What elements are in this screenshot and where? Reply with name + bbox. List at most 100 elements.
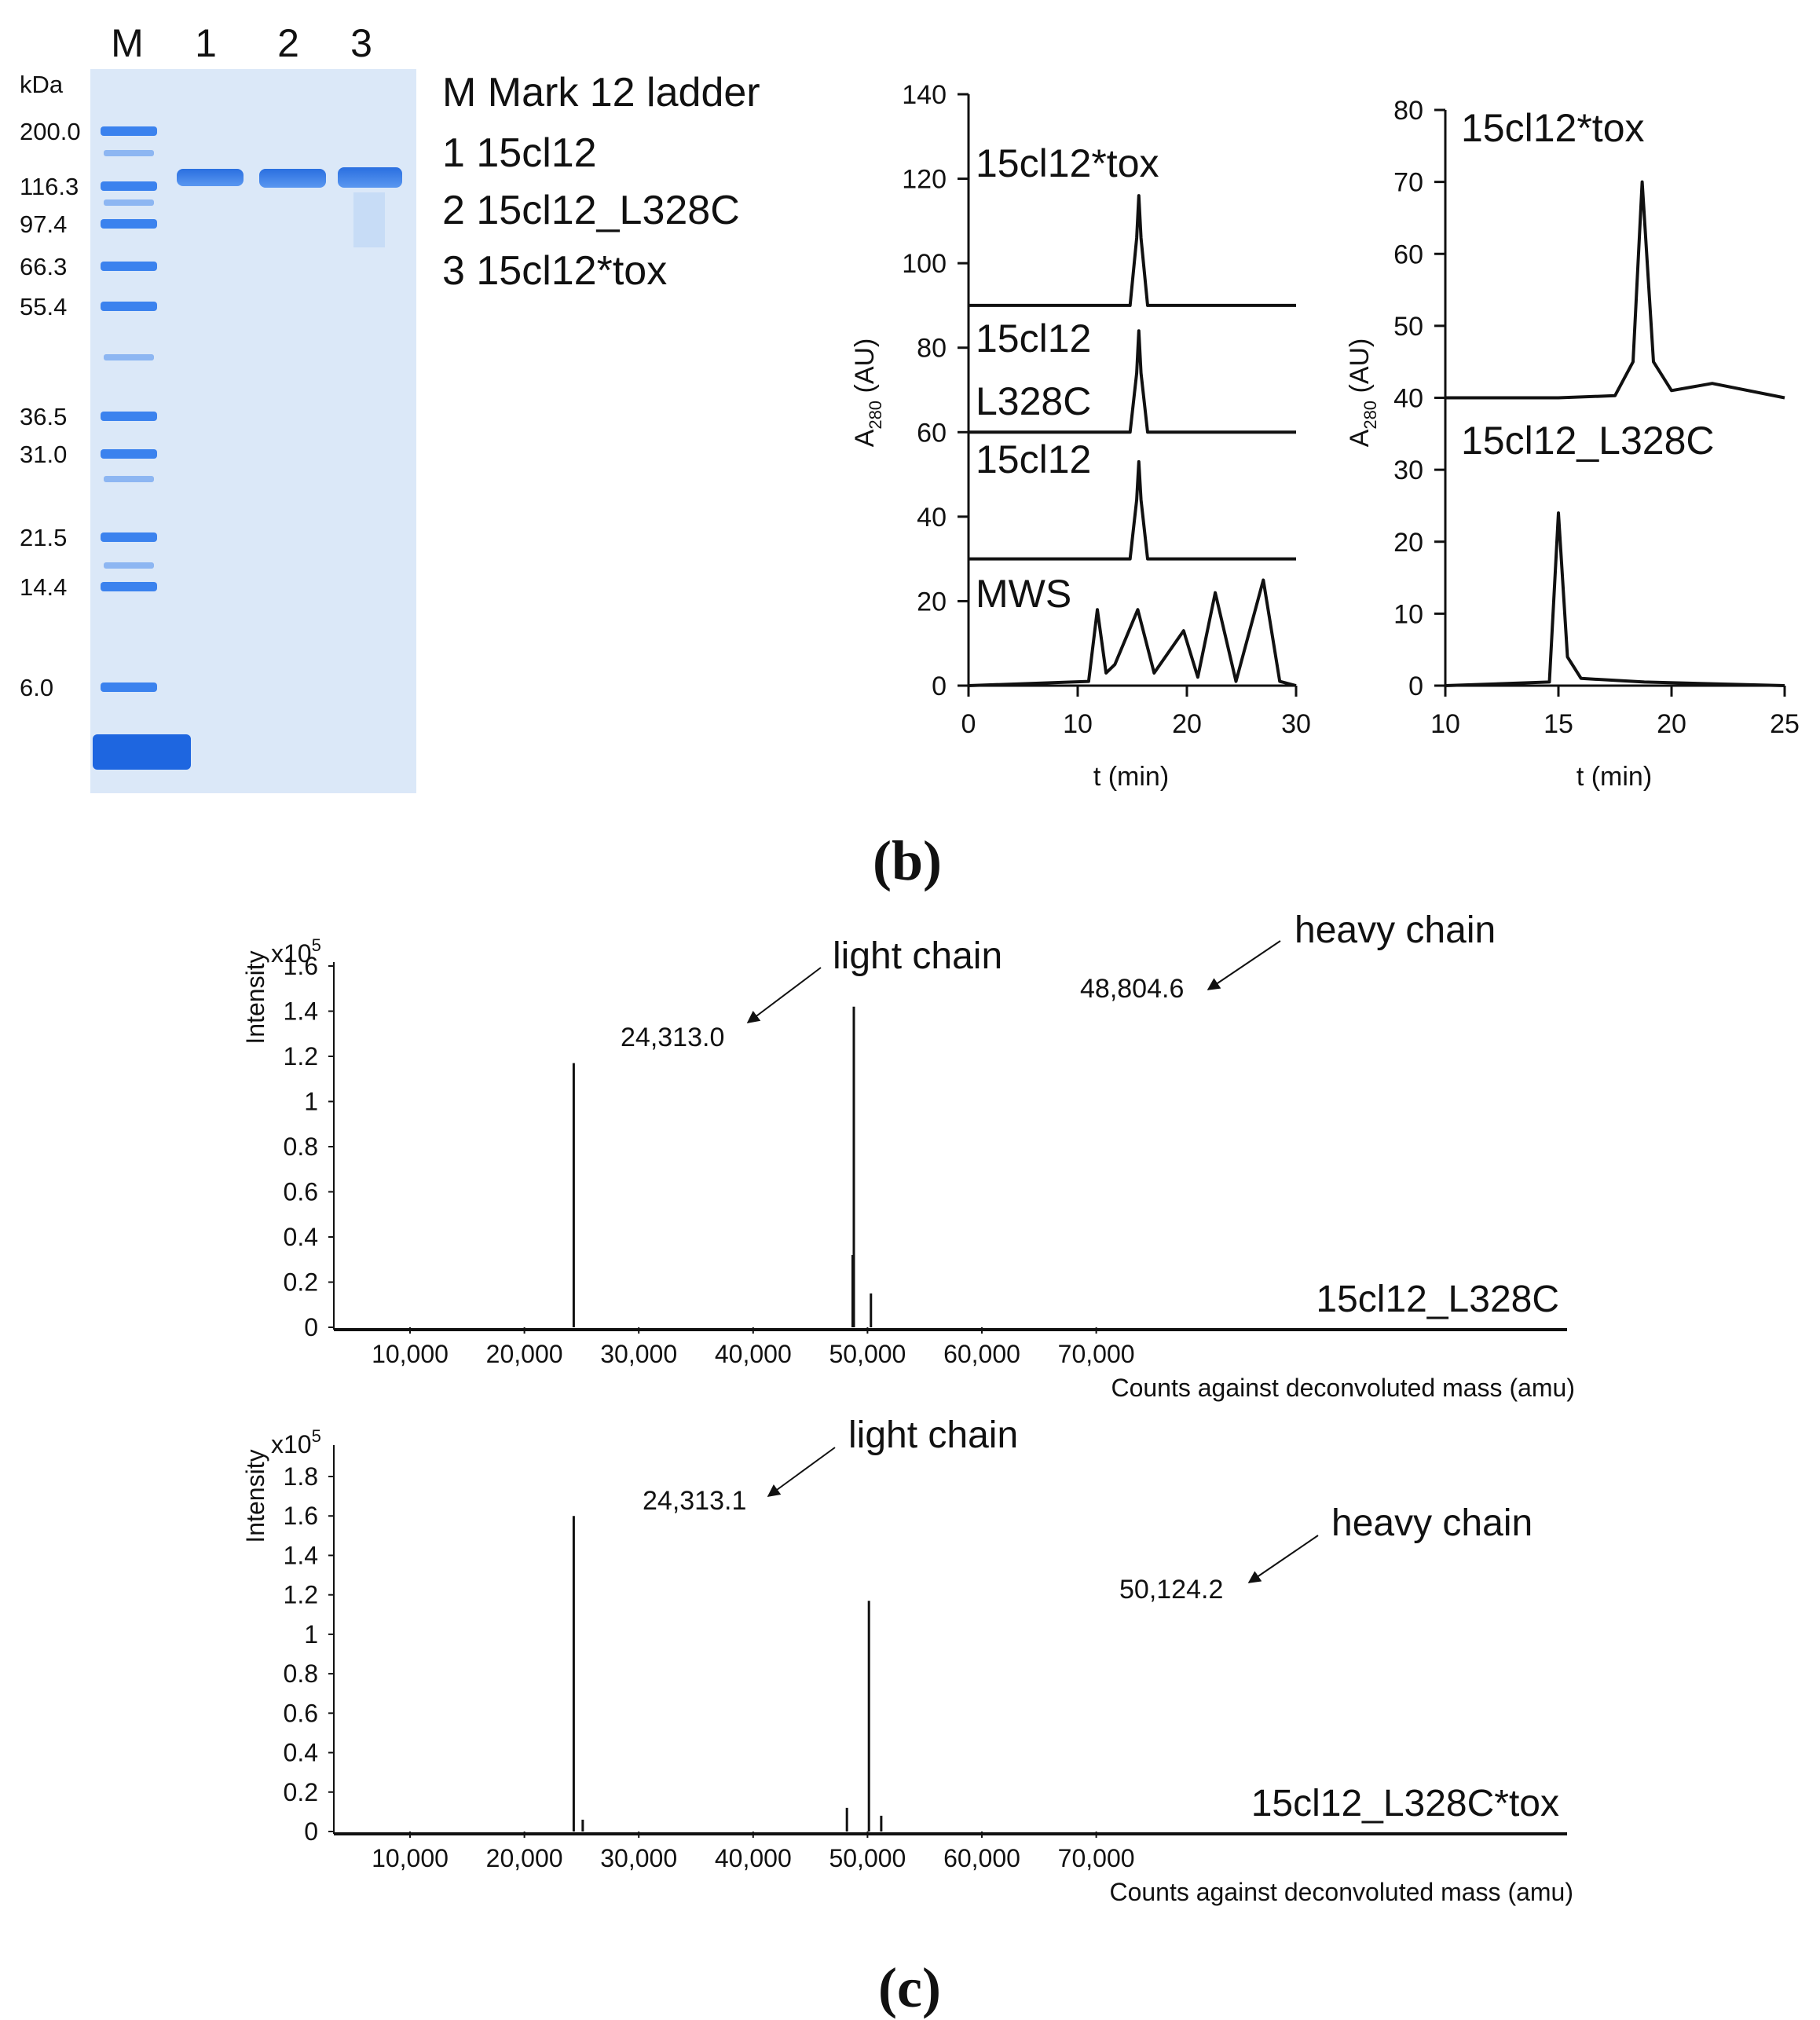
- trace-label: 15cl12_L328C: [1461, 419, 1715, 463]
- ladder-label: 200.0: [20, 118, 81, 145]
- gel-bottom-band: [93, 734, 191, 770]
- gel-smear-lane-3: [353, 192, 385, 247]
- ladder-band: [101, 302, 157, 311]
- light-chain-label: light chain: [848, 1414, 1018, 1456]
- y-axis-label: A280 (AU): [850, 338, 885, 448]
- traces: [968, 194, 1297, 687]
- trace-label: L328C: [976, 379, 1091, 423]
- scale-label: x105: [271, 935, 321, 968]
- panel-label-c: (c): [878, 1956, 941, 2019]
- y-tick-label: 1.6: [284, 1502, 318, 1530]
- peaks: [572, 1006, 873, 1327]
- light-chain-arrow: [746, 967, 822, 1023]
- y-tick-label: 0: [304, 1313, 318, 1341]
- trace-15cl12-tox: [1445, 180, 1785, 400]
- gel-lane-label: 3: [350, 21, 372, 65]
- ladder-label: 21.5: [20, 524, 67, 551]
- x-tick-label: 20: [1172, 709, 1202, 739]
- ladder-band: [104, 354, 154, 360]
- ladder-band: [101, 181, 157, 191]
- ladder-band: [101, 126, 157, 136]
- x-ticks: 10,000 20,000 30,000 40,000 50,000 60,000 70,0…: [372, 1327, 1135, 1368]
- x-tick-label: 20,000: [486, 1844, 563, 1872]
- y-tick-label: 0.2: [284, 1778, 318, 1806]
- y-tick-label: 100: [902, 249, 947, 279]
- legend-item: M Mark 12 ladder: [442, 70, 760, 115]
- y-tick-label: 140: [902, 80, 947, 110]
- light-chain-mass: 24,313.0: [621, 1023, 724, 1052]
- heavy-chain-label: heavy chain: [1331, 1502, 1533, 1544]
- gel-band-lane-1: [177, 169, 244, 186]
- x-tick-label: 30: [1281, 709, 1311, 739]
- x-tick-label: 15: [1544, 709, 1573, 739]
- x-tick-label: 30,000: [600, 1340, 677, 1368]
- y-tick-label: 80: [1393, 96, 1423, 126]
- ladder-label: 66.3: [20, 253, 67, 280]
- x-ticks: 0 10 20 30: [961, 686, 1311, 739]
- x-ticks: 10,000 20,000 30,000 40,000 50,000 60,000 70,0…: [372, 1832, 1135, 1872]
- ladder-band: [101, 582, 157, 591]
- heavy-chain-arrow: [1247, 1535, 1319, 1583]
- heavy-chain-mass: 50,124.2: [1119, 1575, 1223, 1605]
- gel-unit: kDa: [20, 71, 64, 98]
- heavy-chain-mass: 48,804.6: [1080, 974, 1184, 1004]
- legend-item: 3 15cl12*tox: [442, 248, 667, 294]
- trace-15cl12-tox: [969, 194, 1296, 307]
- sample-label: 15cl12_L328C*tox: [1251, 1783, 1559, 1824]
- y-tick-label: 80: [917, 334, 947, 364]
- peaks: [572, 1516, 883, 1832]
- sec-chart-left: 0 20 40 60 80 100 120 140 0 10 20 30 t (min) A280 …: [850, 80, 1311, 792]
- ms-spectrum-bottom: 0 0.2 0.4 0.6 0.8 1 1.2 1.4 1.6 1.8 10,000 20,000 3…: [241, 1414, 1573, 1906]
- x-tick-label: 30,000: [600, 1844, 677, 1872]
- y-tick-label: 1.8: [284, 1462, 318, 1491]
- x-tick-label: 60,000: [943, 1844, 1020, 1872]
- y-tick-label: 1.2: [284, 1042, 318, 1070]
- ladder-band: [104, 199, 154, 206]
- ladder-bands: [101, 126, 157, 692]
- x-tick-label: 50,000: [829, 1340, 906, 1368]
- trace-label: 15cl12: [976, 317, 1091, 360]
- scale-label: x105: [271, 1426, 321, 1458]
- x-tick-label: 10,000: [372, 1340, 449, 1368]
- x-tick-label: 0: [961, 709, 976, 739]
- panel-label-b: (b): [873, 829, 942, 892]
- trace-label: 15cl12*tox: [976, 141, 1159, 185]
- y-tick-label: 40: [917, 503, 947, 532]
- y-ticks: 0 0.2 0.4 0.6 0.8 1 1.2 1.4 1.6 1.8: [284, 1462, 334, 1846]
- x-tick-label: 10: [1430, 709, 1460, 739]
- y-tick-label: 30: [1393, 456, 1423, 485]
- ladder-label: 31.0: [20, 441, 67, 468]
- x-tick-label: 50,000: [829, 1844, 906, 1872]
- ladder-band: [101, 219, 157, 229]
- gel-legend: M Mark 12 ladder 1 15cl12 2 15cl12_L328C…: [442, 70, 760, 294]
- y-tick-label: 0: [1408, 672, 1423, 701]
- x-ticks: 10 15 20 25: [1430, 686, 1800, 739]
- x-tick-label: 10,000: [372, 1844, 449, 1872]
- x-tick-label: 20: [1657, 709, 1686, 739]
- light-chain-mass: 24,313.1: [643, 1486, 746, 1516]
- y-ticks: 0 20 40 60 80 100 120 140: [902, 80, 969, 701]
- y-axis-label: Intensity: [241, 950, 269, 1044]
- ladder-band: [104, 476, 154, 482]
- x-tick-label: 20,000: [486, 1340, 563, 1368]
- y-tick-label: 1.6: [284, 952, 318, 980]
- gel-band-lane-3: [338, 167, 402, 188]
- x-tick-label: 70,000: [1058, 1844, 1135, 1872]
- x-tick-label: 40,000: [715, 1340, 792, 1368]
- gel-lane-label: 1: [195, 21, 217, 65]
- x-tick-label: 25: [1770, 709, 1800, 739]
- y-tick-label: 0.6: [284, 1178, 318, 1206]
- y-tick-label: 10: [1393, 599, 1423, 629]
- light-chain-label: light chain: [833, 935, 1002, 977]
- ladder-label: 97.4: [20, 210, 67, 238]
- y-ticks: 0 10 20 30 40 50 60 70 80: [1393, 96, 1445, 701]
- ladder-band: [104, 150, 154, 156]
- y-tick-label: 60: [1393, 240, 1423, 269]
- ladder-label: 55.4: [20, 293, 67, 320]
- x-tick-label: 10: [1063, 709, 1093, 739]
- y-tick-label: 40: [1393, 384, 1423, 414]
- ladder-band: [101, 449, 157, 459]
- y-tick-label: 0.4: [284, 1739, 318, 1767]
